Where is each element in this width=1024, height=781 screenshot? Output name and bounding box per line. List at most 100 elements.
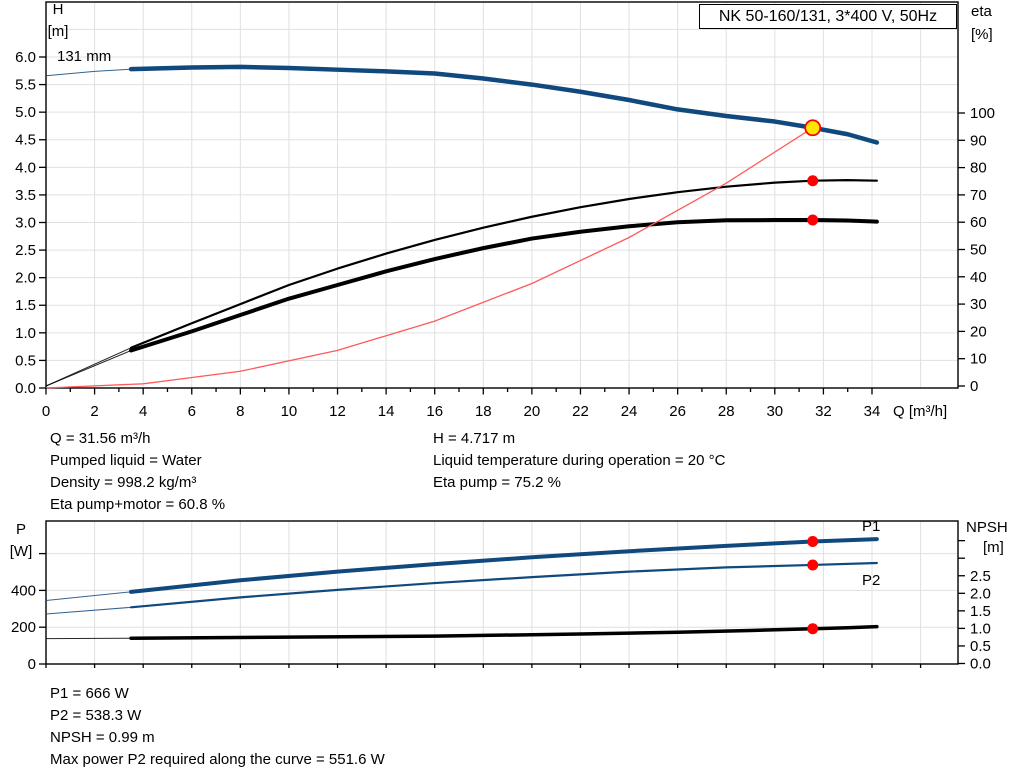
left-tick-label: 0.5 bbox=[15, 352, 36, 369]
power-npsh-info: P1 = 666 W P2 = 538.3 W NPSH = 0.99 m Ma… bbox=[50, 683, 385, 771]
info-eta-pump-motor: Eta pump+motor = 60.8 % bbox=[50, 496, 226, 513]
x-tick-label: 28 bbox=[718, 403, 735, 420]
p1-curve-extrapolated bbox=[45, 591, 132, 602]
left-tick-label: 3.0 bbox=[15, 214, 36, 231]
plot-frame bbox=[45, 520, 959, 665]
left-tick-label: 6.0 bbox=[15, 49, 36, 66]
operating-point-info-right: H = 4.717 m Liquid temperature during op… bbox=[433, 428, 725, 494]
left-tick-label: 5.0 bbox=[15, 104, 36, 121]
gridlines bbox=[46, 521, 958, 664]
p-axis-title: P bbox=[16, 521, 26, 538]
left-tick-label: 4.0 bbox=[15, 159, 36, 176]
right-tick-label: 10 bbox=[970, 351, 987, 368]
eta-pump-motor-curve-extrapolated bbox=[45, 350, 132, 387]
npsh-curve bbox=[129, 624, 879, 640]
right-tick-label: 90 bbox=[970, 132, 987, 149]
x-tick-label: 26 bbox=[669, 403, 686, 420]
right-tick-label: 50 bbox=[970, 242, 987, 259]
right-tick-label: 1.0 bbox=[970, 620, 991, 637]
left-tick-label: 2.5 bbox=[15, 242, 36, 259]
eta-pump-motor-point bbox=[807, 214, 819, 226]
info-liquid-temperature: Liquid temperature during operation = 20… bbox=[433, 452, 726, 469]
left-tick-label: 200 bbox=[11, 619, 36, 636]
right-tick-label: 0.0 bbox=[970, 656, 991, 673]
pump-title-box: NK 50-160/131, 3*400 V, 50Hz bbox=[699, 4, 957, 29]
eta-pump-point bbox=[807, 175, 819, 187]
right-tick-label: 20 bbox=[970, 323, 987, 340]
p2-curve bbox=[129, 561, 878, 609]
operating-point-info-left: Q = 31.56 m³/h Pumped liquid = Water Den… bbox=[50, 428, 225, 516]
x-tick-label: 22 bbox=[572, 403, 589, 420]
right-tick-label: 2.0 bbox=[970, 585, 991, 602]
p1-curve-label: P1 bbox=[862, 518, 880, 535]
info-eta-pump: Eta pump = 75.2 % bbox=[433, 474, 561, 491]
system-curve-curve bbox=[45, 127, 814, 389]
result-max-power: Max power P2 required along the curve = … bbox=[50, 751, 385, 768]
x-tick-label: 20 bbox=[524, 403, 541, 420]
h-axis-unit: [m] bbox=[48, 23, 69, 40]
h-curve-131-mm-curve-extrapolated bbox=[45, 68, 132, 77]
left-tick-label: 1.5 bbox=[15, 297, 36, 314]
x-tick-label: 24 bbox=[621, 403, 638, 420]
x-axis-ticks bbox=[45, 388, 873, 395]
x-tick-label: 14 bbox=[378, 403, 395, 420]
x-tick-label: 30 bbox=[766, 403, 783, 420]
power-npsh-chart: 0 200 400 0.00.51.01.52.02.5 bbox=[11, 520, 991, 673]
p1-point bbox=[807, 535, 819, 547]
info-flow: Q = 31.56 m³/h bbox=[50, 430, 151, 447]
right-tick-label: 0.5 bbox=[970, 638, 991, 655]
x-axis-title: Q [m³/h] bbox=[893, 403, 947, 420]
x-tick-label: 18 bbox=[475, 403, 492, 420]
info-head: H = 4.717 m bbox=[433, 430, 516, 447]
info-density: Density = 998.2 kg/m³ bbox=[50, 474, 197, 491]
h-curve-131-mm-curve bbox=[128, 64, 880, 145]
left-tick-label: 3.5 bbox=[15, 187, 36, 204]
duty-point bbox=[804, 119, 822, 137]
info-pumped-liquid: Pumped liquid = Water bbox=[50, 452, 202, 469]
npsh-axis-unit: [m] bbox=[983, 539, 1004, 556]
right-axis-ticks bbox=[958, 540, 965, 665]
result-p1: P1 = 666 W bbox=[50, 685, 129, 702]
p2-curve-label: P2 bbox=[862, 572, 880, 589]
x-axis-ticks bbox=[45, 664, 922, 668]
p2-point bbox=[807, 559, 819, 571]
x-tick-label: 16 bbox=[426, 403, 443, 420]
x-tick-label: 10 bbox=[281, 403, 298, 420]
p1-curve bbox=[129, 537, 879, 594]
right-tick-label: 40 bbox=[970, 269, 987, 286]
x-tick-label: 32 bbox=[815, 403, 832, 420]
right-tick-label: 0 bbox=[970, 378, 978, 395]
x-tick-label: 2 bbox=[90, 403, 98, 420]
x-tick-label: 12 bbox=[329, 403, 346, 420]
right-tick-label: 80 bbox=[970, 160, 987, 177]
right-tick-label: 30 bbox=[970, 296, 987, 313]
x-tick-label: 6 bbox=[188, 403, 196, 420]
gridlines bbox=[46, 2, 958, 388]
left-tick-label: 400 bbox=[11, 582, 36, 599]
x-tick-label: 4 bbox=[139, 403, 147, 420]
eta-axis-unit: [%] bbox=[971, 26, 993, 43]
x-tick-label: 34 bbox=[864, 403, 881, 420]
left-tick-label: 0.0 bbox=[15, 380, 36, 397]
result-npsh: NPSH = 0.99 m bbox=[50, 729, 155, 746]
left-axis-ticks bbox=[39, 552, 46, 665]
right-tick-label: 100 bbox=[970, 105, 995, 122]
impeller-diameter-label: 131 mm bbox=[57, 48, 111, 65]
p2-curve-extrapolated bbox=[45, 606, 132, 615]
npsh-axis-title: NPSH bbox=[966, 519, 1008, 536]
right-tick-label: 60 bbox=[970, 214, 987, 231]
left-axis-ticks bbox=[39, 56, 46, 389]
right-tick-label: 2.5 bbox=[970, 568, 991, 585]
left-tick-label: 5.5 bbox=[15, 77, 36, 94]
eta-pump-curve bbox=[129, 179, 878, 349]
right-tick-label: 70 bbox=[970, 187, 987, 204]
left-tick-label: 1.0 bbox=[15, 325, 36, 342]
right-axis-ticks bbox=[958, 112, 965, 387]
qh-eta-chart: 0 2 4 6 8 10 12 14 16 18 20 22 24 26 28 30 32 34 Q [m³/h]0… bbox=[15, 1, 995, 420]
left-tick-label: 2.0 bbox=[15, 270, 36, 287]
x-tick-label: 0 bbox=[42, 403, 50, 420]
left-tick-label: 4.5 bbox=[15, 132, 36, 149]
left-tick-label: 0 bbox=[28, 656, 36, 673]
